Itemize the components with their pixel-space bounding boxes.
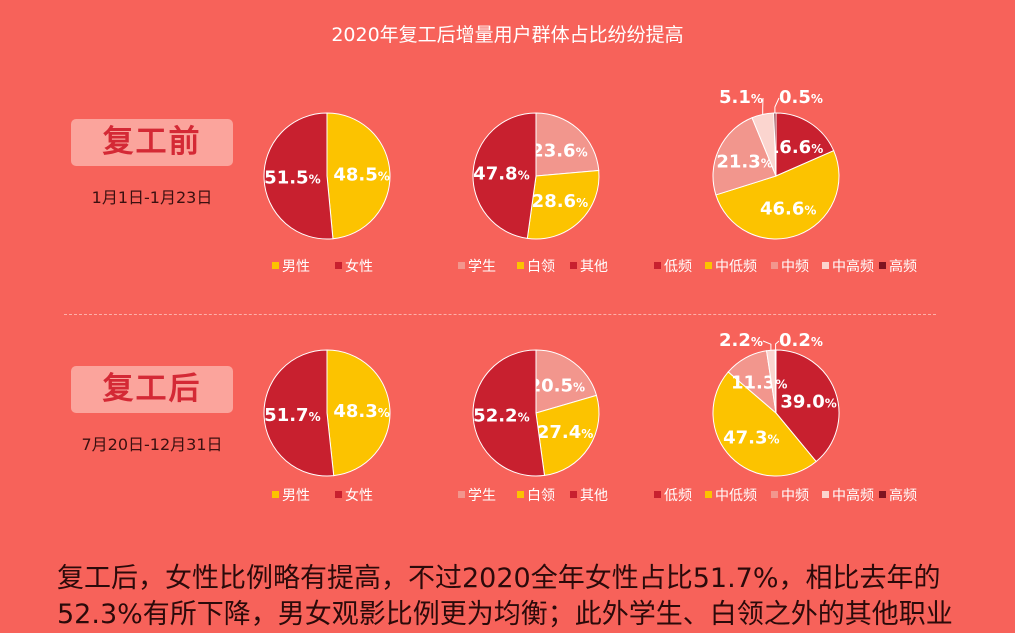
legend-label: 高频: [889, 487, 917, 504]
legend-swatch: [771, 491, 778, 498]
slice-label: 0.5%: [779, 87, 823, 108]
slice-label: 5.1%: [719, 87, 763, 108]
legend-label: 男性: [282, 488, 310, 504]
legend-swatch: [458, 262, 465, 269]
legend-label: 女性: [345, 487, 373, 504]
legend-label: 男性: [282, 259, 310, 275]
legend-swatch: [517, 491, 524, 498]
legend-swatch: [822, 491, 829, 498]
legend-swatch: [335, 262, 342, 269]
legend-label: 中高频: [832, 487, 874, 504]
legend-label: 中低频: [715, 259, 757, 275]
legend-label: 白领: [527, 488, 555, 504]
pie-chart-3: 16.6%46.6%21.3%5.1%0.5%低频中低频中频中高频高频: [654, 87, 917, 275]
legend-label: 高频: [889, 258, 917, 275]
legend-swatch: [570, 491, 577, 498]
legend-label: 其他: [580, 259, 608, 275]
legend-label: 白领: [527, 259, 555, 275]
leader-line: [763, 341, 771, 350]
pie-chart-1: 48.5%51.5%男性女性: [264, 113, 390, 275]
pie-chart-6: 39.0%47.3%11.3%2.2%0.2%低频中低频中频中高频高频: [654, 330, 917, 504]
legend-swatch: [822, 262, 829, 269]
legend-label: 低频: [664, 259, 692, 275]
legend-label: 其他: [580, 488, 608, 504]
footer-text: 复工后，女性比例略有提高，不过2020全年女性占比51.7%，相比去年的52.3…: [57, 561, 957, 633]
legend-label: 中频: [781, 488, 809, 504]
legend-label: 中高频: [832, 258, 874, 275]
legend-swatch: [771, 262, 778, 269]
legend-swatch: [654, 491, 661, 498]
legend-swatch: [654, 262, 661, 269]
legend-swatch: [705, 491, 712, 498]
legend-swatch: [570, 262, 577, 269]
pie-chart-4: 48.3%51.7%男性女性: [264, 350, 390, 504]
legend-swatch: [272, 491, 279, 498]
pie-chart-5: 20.5%27.4%52.2%学生白领其他: [458, 350, 608, 504]
legend-swatch: [335, 491, 342, 498]
legend-swatch: [879, 262, 886, 269]
legend-swatch: [517, 262, 524, 269]
legend-swatch: [879, 491, 886, 498]
legend-label: 中低频: [715, 488, 757, 504]
legend-swatch: [458, 491, 465, 498]
legend-label: 学生: [468, 259, 496, 275]
legend-label: 中频: [781, 259, 809, 275]
legend-label: 低频: [664, 488, 692, 504]
pie-chart-2: 23.6%28.6%47.8%学生白领其他: [458, 113, 608, 275]
slice-label: 0.2%: [779, 330, 823, 351]
legend-label: 女性: [345, 258, 373, 275]
legend-swatch: [272, 262, 279, 269]
legend-swatch: [705, 262, 712, 269]
legend-label: 学生: [468, 488, 496, 504]
slice-label: 2.2%: [719, 330, 763, 351]
